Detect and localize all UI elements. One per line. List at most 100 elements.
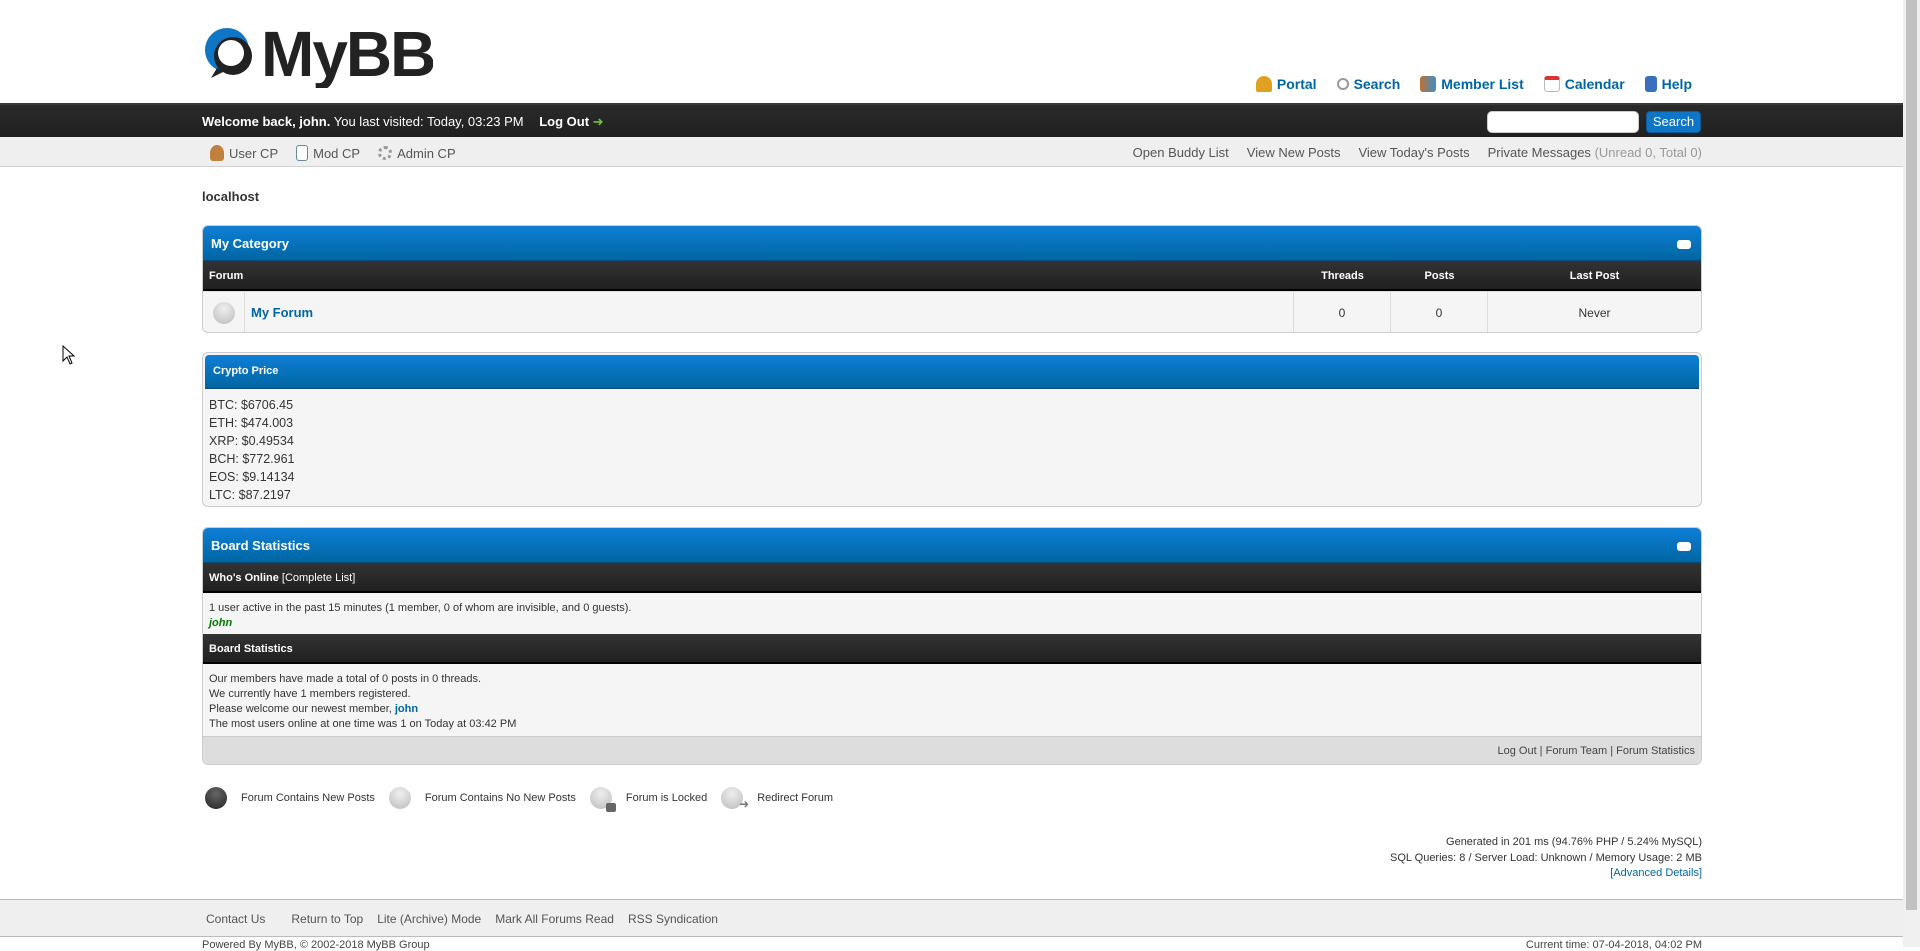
category-title[interactable]: My Category	[211, 236, 290, 251]
redirect-icon: ➜	[721, 787, 749, 811]
forum-statistics-link[interactable]: Forum Statistics	[1616, 745, 1695, 757]
price-eth: ETH: $474.003	[209, 416, 294, 430]
search-button[interactable]: Search	[1646, 111, 1701, 133]
online-user-link[interactable]: john	[209, 617, 233, 629]
stats-title: Board Statistics	[211, 538, 310, 553]
online-summary: 1 user active in the past 15 minutes (1 …	[209, 602, 632, 614]
help-link-label[interactable]: Help	[1661, 76, 1692, 92]
forum-team-link[interactable]: Forum Team	[1545, 745, 1608, 757]
newest-member-link[interactable]: john	[394, 703, 419, 715]
mouse-cursor-icon	[62, 345, 76, 365]
category-header: My Category	[203, 226, 1701, 261]
mark-all-read-link[interactable]: Mark All Forums Read	[495, 912, 614, 926]
pm-label[interactable]: Private Messages	[1487, 145, 1591, 160]
board-statistics-box: Board Statistics Who's Online [Complete …	[202, 527, 1702, 765]
stats-members: We currently have 1 members registered.	[209, 688, 411, 700]
portal-link-label[interactable]: Portal	[1276, 76, 1317, 92]
col-threads: Threads	[1321, 270, 1364, 282]
member-list-link-label[interactable]: Member List	[1441, 76, 1524, 92]
forum-link[interactable]: My Forum	[251, 305, 314, 320]
whos-online-content: 1 user active in the past 15 minutes (1 …	[203, 593, 1701, 634]
col-last-post: Last Post	[1569, 270, 1620, 282]
forum-legend: Forum Contains New Posts Forum Contains …	[205, 787, 847, 812]
price-bch: BCH: $772.961	[209, 452, 295, 466]
price-eos: EOS: $9.14134	[209, 470, 295, 484]
footer-bar: Contact Us Return to Top Lite (Archive) …	[0, 899, 1903, 937]
logo-bubbles-icon: MyBB	[205, 18, 436, 90]
current-time: Current time: 07-04-2018, 04:02 PM	[1525, 939, 1702, 951]
generated-time: Generated in 201 ms (94.76% PHP / 5.24% …	[1446, 836, 1702, 848]
calendar-link-label[interactable]: Calendar	[1564, 76, 1625, 92]
welcome-text: Welcome back, john. You last visited: To…	[202, 114, 604, 130]
rss-link[interactable]: RSS Syndication	[627, 912, 718, 926]
user-cp-label: User CP	[229, 145, 279, 161]
forum-last-post: Never	[1578, 305, 1611, 320]
complete-list-link[interactable]: [Complete List]	[281, 572, 356, 584]
top-links: Portal Search Member List Calendar Help	[1255, 76, 1692, 92]
category-table: My Category Forum Threads Posts Last Pos…	[202, 225, 1702, 333]
legend-redirect: Redirect Forum	[757, 792, 833, 804]
stats-newest-label: Please welcome our newest member,	[209, 703, 395, 715]
whos-online-header: Who's Online [Complete List]	[203, 563, 1701, 593]
legend-new-posts: Forum Contains New Posts	[241, 792, 375, 804]
user-cp-icon	[210, 145, 224, 161]
notepad-icon	[296, 145, 309, 161]
debug-info: Generated in 201 ms (94.76% PHP / 5.24% …	[1390, 835, 1702, 882]
arrow-right-icon: ➜	[592, 114, 604, 129]
private-messages-link[interactable]: Private Messages (Unread 0, Total 0)	[1488, 145, 1702, 160]
view-todays-posts-link[interactable]: View Today's Posts	[1358, 145, 1470, 160]
help-link[interactable]: Help	[1644, 76, 1692, 92]
lite-mode-link[interactable]: Lite (Archive) Mode	[377, 912, 482, 926]
search-link[interactable]: Search	[1336, 76, 1401, 92]
member-list-link[interactable]: Member List	[1420, 76, 1524, 92]
members-icon	[1420, 76, 1437, 92]
search-input[interactable]	[1487, 111, 1639, 133]
search-link-label[interactable]: Search	[1353, 76, 1401, 92]
stats-posts: Our members have made a total of 0 posts…	[209, 673, 482, 685]
calendar-link[interactable]: Calendar	[1543, 76, 1625, 92]
magnifier-icon	[1336, 78, 1349, 90]
crypto-list: BTC: $6706.45 ETH: $474.003 XRP: $0.4953…	[203, 389, 1701, 506]
logout-link[interactable]: Log Out	[539, 114, 590, 129]
user-cp-link[interactable]: User CP	[210, 145, 278, 161]
calendar-icon	[1543, 76, 1560, 92]
welcome-panel: Welcome back, john. You last visited: To…	[0, 103, 1903, 137]
user-nav: User CP Mod CP Admin CP Open Buddy List …	[0, 137, 1903, 167]
new-posts-icon	[205, 787, 227, 809]
footer-logout-link[interactable]: Log Out	[1497, 745, 1537, 757]
col-forum: Forum	[209, 270, 244, 282]
forum-posts: 0	[1391, 292, 1488, 332]
legend-no-new-posts: Forum Contains No New Posts	[424, 792, 576, 804]
advanced-details-link[interactable]: [Advanced Details]	[1610, 867, 1702, 879]
return-to-top-link[interactable]: Return to Top	[291, 912, 364, 926]
welcome-greeting: Welcome back, john.	[202, 114, 331, 129]
stats-header: Board Statistics	[203, 528, 1701, 563]
buddy-list-link[interactable]: Open Buddy List	[1132, 145, 1229, 160]
scrollbar[interactable]	[1903, 0, 1920, 947]
mod-cp-link[interactable]: Mod CP	[296, 145, 360, 161]
no-new-posts-icon[interactable]	[212, 301, 235, 324]
sql-queries: SQL Queries: 8 / Server Load: Unknown / …	[1389, 851, 1702, 864]
collapse-icon[interactable]	[1677, 240, 1691, 249]
crypto-header: Crypto Price	[205, 355, 1699, 389]
portal-link[interactable]: Portal	[1255, 76, 1317, 92]
column-headers: Forum Threads Posts Last Post	[203, 261, 1701, 291]
mybb-logo[interactable]: MyBB	[203, 16, 436, 90]
price-xrp: XRP: $0.49534	[209, 434, 294, 448]
admin-cp-link[interactable]: Admin CP	[378, 145, 456, 161]
forum-row: My Forum 0 0 Never	[203, 291, 1701, 332]
scrollbar-thumb[interactable]	[1906, 0, 1917, 910]
price-ltc: LTC: $87.2197	[209, 488, 291, 502]
no-new-posts-icon	[388, 787, 411, 809]
forum-name-cell: My Forum	[245, 292, 1294, 332]
whos-online-link[interactable]: Who's Online	[209, 572, 279, 584]
stats-most-online: The most users online at one time was 1 …	[209, 718, 517, 730]
view-new-posts-link[interactable]: View New Posts	[1246, 145, 1341, 160]
legend-locked: Forum is Locked	[625, 792, 708, 804]
collapse-icon[interactable]	[1677, 542, 1691, 551]
board-name: localhost	[202, 189, 260, 204]
locked-icon	[589, 787, 616, 812]
stats-footer: Log Out | Forum Team | Forum Statistics	[203, 736, 1701, 764]
svg-text:MyBB: MyBB	[261, 18, 433, 88]
contact-us-link[interactable]: Contact Us	[206, 912, 266, 926]
